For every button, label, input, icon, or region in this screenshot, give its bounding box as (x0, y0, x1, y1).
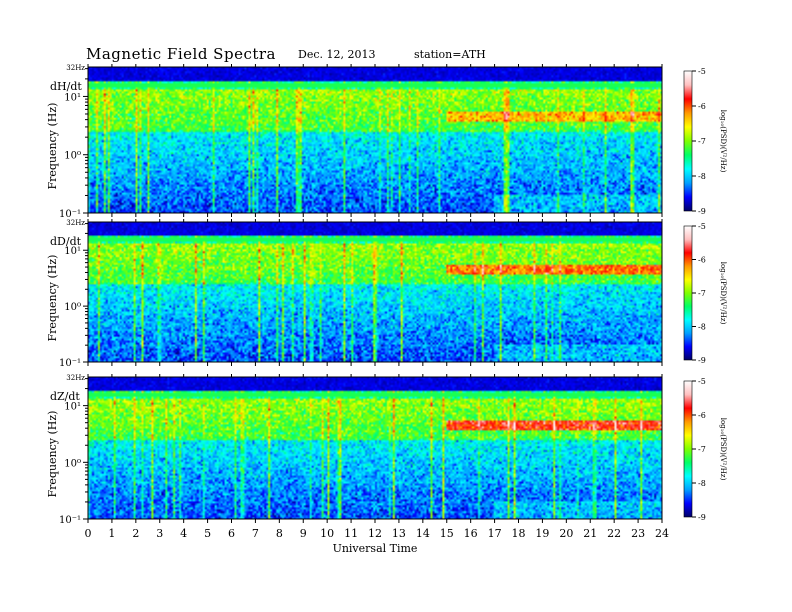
x-tick-label: 4 (180, 527, 187, 540)
colorbar-tick-label: -6 (698, 256, 706, 265)
x-tick-label: 15 (440, 527, 454, 540)
colorbar-label: log₁₀(PSD)(V²/Hz) (719, 418, 727, 481)
y-tick-label: 10⁰ (64, 458, 81, 469)
y-tick-label: 10⁰ (64, 302, 81, 313)
x-axis-label: Universal Time (333, 542, 418, 555)
colorbar-tick-label: -5 (698, 222, 706, 231)
chart-title: Magnetic Field Spectra (86, 45, 276, 63)
spectrogram-panel-1 (88, 67, 662, 213)
x-tick-label: 24 (655, 527, 669, 540)
y-axis-label: Frequency (Hz) (46, 255, 59, 342)
x-tick-label: 22 (607, 527, 621, 540)
x-tick-label: 6 (228, 527, 235, 540)
y-max-label: 32Hz (66, 64, 85, 72)
colorbar-tick-label: -7 (698, 137, 706, 146)
component-label: dH/dt (50, 80, 82, 93)
y-tick-label: 10⁻¹ (59, 358, 81, 369)
x-tick-label: 13 (392, 527, 406, 540)
colorbar (683, 70, 693, 212)
y-tick-label: 10¹ (64, 402, 81, 413)
x-tick-label: 11 (344, 527, 358, 540)
x-tick-label: 2 (132, 527, 139, 540)
colorbar-tick-label: -5 (698, 67, 706, 76)
component-label: dD/dt (50, 235, 82, 248)
x-tick-label: 0 (85, 527, 92, 540)
x-tick-label: 5 (204, 527, 211, 540)
x-tick-label: 14 (416, 527, 430, 540)
y-tick-label: 10⁰ (64, 151, 81, 162)
x-tick-label: 18 (512, 527, 526, 540)
colorbar-tick-label: -8 (698, 479, 706, 488)
y-tick-label: 10¹ (64, 246, 81, 257)
x-tick-label: 10 (320, 527, 334, 540)
colorbar-label: log₁₀(PSD)(V²/Hz) (719, 262, 727, 325)
x-tick-label: 20 (559, 527, 573, 540)
colorbar-tick-label: -9 (698, 356, 706, 365)
colorbar-tick-label: -9 (698, 207, 706, 216)
spectrogram-panel-2 (88, 222, 662, 362)
y-tick-label: 10¹ (64, 92, 81, 103)
x-tick-label: 7 (252, 527, 259, 540)
x-tick-label: 16 (464, 527, 478, 540)
spectrogram-panel-3 (88, 377, 662, 519)
y-axis-label: Frequency (Hz) (46, 103, 59, 190)
date-label: Dec. 12, 2013 (298, 48, 376, 61)
colorbar-tick-label: -6 (698, 411, 706, 420)
colorbar-tick-label: -9 (698, 513, 706, 522)
colorbar-tick-label: -7 (698, 289, 706, 298)
x-tick-label: 21 (583, 527, 597, 540)
y-max-label: 32Hz (66, 374, 85, 382)
x-tick-label: 19 (535, 527, 549, 540)
x-tick-label: 23 (631, 527, 645, 540)
x-tick-label: 1 (108, 527, 115, 540)
y-tick-label: 10⁻¹ (59, 209, 81, 220)
x-tick-label: 12 (368, 527, 382, 540)
x-tick-label: 3 (156, 527, 163, 540)
component-label: dZ/dt (50, 390, 80, 403)
station-label: station=ATH (414, 48, 486, 61)
y-axis-label: Frequency (Hz) (46, 411, 59, 498)
colorbar-tick-label: -6 (698, 102, 706, 111)
colorbar-tick-label: -5 (698, 377, 706, 386)
x-tick-label: 9 (300, 527, 307, 540)
y-tick-label: 10⁻¹ (59, 515, 81, 526)
x-tick-label: 17 (488, 527, 502, 540)
colorbar-tick-label: -8 (698, 323, 706, 332)
x-tick-label: 8 (276, 527, 283, 540)
y-max-label: 32Hz (66, 219, 85, 227)
colorbar-tick-label: -8 (698, 172, 706, 181)
colorbar-label: log₁₀(PSD)(V²/Hz) (719, 110, 727, 173)
colorbar-tick-label: -7 (698, 445, 706, 454)
colorbar (683, 225, 693, 361)
colorbar (683, 380, 693, 518)
